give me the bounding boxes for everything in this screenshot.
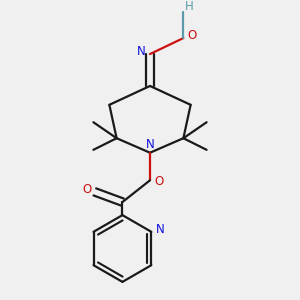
Text: O: O bbox=[187, 29, 196, 42]
Text: N: N bbox=[156, 223, 164, 236]
Text: H: H bbox=[185, 0, 194, 13]
Text: O: O bbox=[82, 183, 91, 196]
Text: O: O bbox=[154, 175, 163, 188]
Text: N: N bbox=[146, 138, 155, 151]
Text: N: N bbox=[137, 45, 146, 58]
